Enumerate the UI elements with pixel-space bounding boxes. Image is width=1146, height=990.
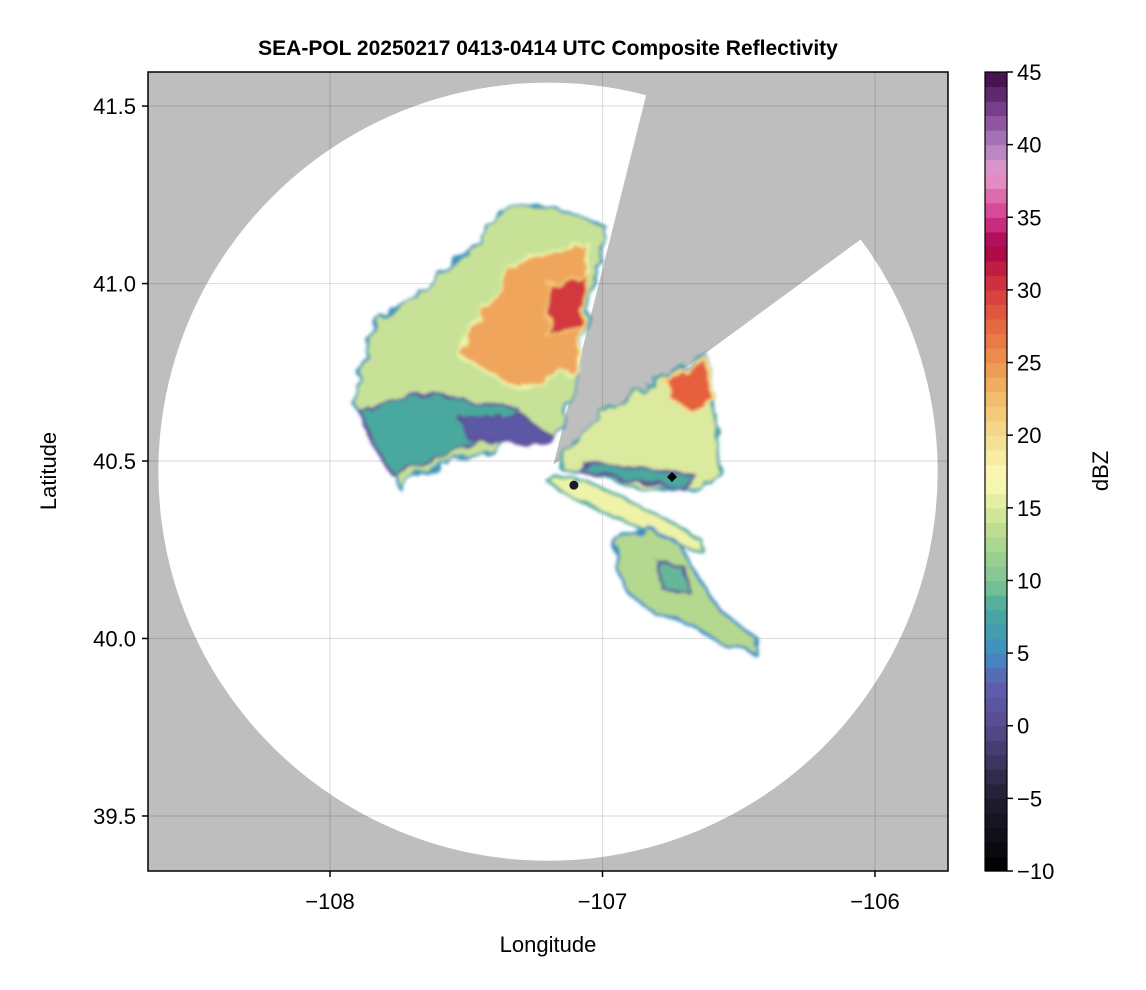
colorbar-band xyxy=(985,536,1007,552)
colorbar-band xyxy=(985,362,1007,378)
x-axis: −108 −107 −106 xyxy=(305,871,900,914)
colorbar-band xyxy=(985,594,1007,611)
colorbar-band xyxy=(985,856,1007,872)
colorbar-band xyxy=(985,130,1007,146)
colorbar-band xyxy=(985,667,1007,683)
echo-region-east-core xyxy=(663,356,716,413)
colorbar-band xyxy=(985,304,1007,320)
colorbar-band xyxy=(985,115,1007,131)
echo-region-south-teal xyxy=(655,558,692,594)
colorbar-band xyxy=(985,464,1007,480)
colorbar-tick-label: 35 xyxy=(1017,205,1041,230)
colorbar-band xyxy=(985,740,1007,756)
colorbar-band xyxy=(985,769,1007,785)
y-tick-label: 39.5 xyxy=(93,804,136,829)
y-axis-label: Latitude xyxy=(36,432,61,510)
colorbar-band xyxy=(985,144,1007,160)
y-tick-label: 41.0 xyxy=(93,272,136,297)
colorbar-band xyxy=(985,783,1007,799)
y-tick-label: 40.5 xyxy=(93,449,136,474)
colorbar-band xyxy=(985,725,1007,741)
colorbar-band xyxy=(985,202,1007,218)
colorbar-band xyxy=(985,624,1007,640)
colorbar-band xyxy=(985,406,1007,422)
colorbar-band xyxy=(985,275,1007,291)
echo-layer xyxy=(353,204,762,655)
colorbar-tick-label: 10 xyxy=(1017,568,1041,593)
colorbar-band xyxy=(985,638,1007,654)
colorbar-label: dBZ xyxy=(1088,451,1113,491)
colorbar-tick-label: 25 xyxy=(1017,351,1041,376)
colorbar: −10 −5 0 5 10 15 20 25 30 35 40 45 xyxy=(984,60,1054,884)
x-axis-label: Longitude xyxy=(500,932,597,957)
colorbar-band xyxy=(985,812,1007,829)
colorbar-band xyxy=(985,565,1007,582)
echo-region-northwest-max xyxy=(546,275,591,339)
colorbar-band xyxy=(985,609,1007,625)
colorbar-band xyxy=(985,86,1007,102)
colorbar-band xyxy=(985,449,1007,465)
colorbar-band xyxy=(985,522,1007,538)
dot-marker xyxy=(569,480,579,490)
colorbar-band xyxy=(985,101,1007,117)
colorbar-band xyxy=(985,507,1007,523)
colorbar-band xyxy=(985,260,1007,276)
colorbar-band xyxy=(985,333,1007,349)
colorbar-band xyxy=(985,841,1007,858)
x-tick-label: −108 xyxy=(305,889,355,914)
colorbar-band xyxy=(985,188,1007,204)
colorbar-tick-label: 45 xyxy=(1017,60,1041,85)
colorbar-band xyxy=(985,580,1007,596)
colorbar-band xyxy=(985,653,1007,669)
colorbar-band xyxy=(985,798,1007,814)
plot-area xyxy=(148,72,948,871)
x-tick-label: −106 xyxy=(850,889,900,914)
colorbar-band xyxy=(985,318,1007,335)
colorbar-band xyxy=(985,246,1007,262)
colorbar-tick-label: 0 xyxy=(1017,714,1029,739)
colorbar-band xyxy=(985,551,1007,567)
x-tick-label: −107 xyxy=(578,889,628,914)
diamond-marker xyxy=(666,472,677,483)
colorbar-frame xyxy=(984,71,1008,872)
marker-layer xyxy=(569,472,677,490)
colorbar-band xyxy=(985,827,1007,843)
colorbar-tick-label: 15 xyxy=(1017,496,1041,521)
colorbar-tick-label: 5 xyxy=(1017,641,1029,666)
blocked-sector xyxy=(553,72,948,465)
colorbar-tick-label: 30 xyxy=(1017,278,1041,303)
echo-group xyxy=(353,204,762,655)
echo-region-northwest-edge xyxy=(459,413,558,445)
colorbar-band xyxy=(985,217,1007,233)
colorbar-band xyxy=(985,420,1007,436)
colorbar-band xyxy=(985,682,1007,698)
colorbar-band xyxy=(985,72,1007,88)
colorbar-band xyxy=(985,159,1007,175)
colorbar-band xyxy=(985,377,1007,393)
colorbar-band xyxy=(985,435,1007,451)
colorbar-band xyxy=(985,231,1007,247)
y-tick-label: 41.5 xyxy=(93,94,136,119)
colorbar-tick-label: 40 xyxy=(1017,133,1041,158)
chart-title: SEA-POL 20250217 0413-0414 UTC Composite… xyxy=(258,37,838,60)
colorbar-tick-label: −5 xyxy=(1017,786,1042,811)
colorbar-band xyxy=(985,696,1007,712)
colorbar-band xyxy=(985,289,1007,306)
plot-frame xyxy=(147,71,949,872)
y-tick-label: 40.0 xyxy=(93,627,136,652)
colorbar-band xyxy=(985,711,1007,727)
echo-region-east-south-teal xyxy=(579,459,697,491)
y-axis: 39.5 40.0 40.5 41.0 41.5 xyxy=(93,94,148,829)
colorbar-band xyxy=(985,493,1007,509)
colorbar-band xyxy=(985,348,1007,364)
colorbar-band xyxy=(985,478,1007,494)
colorbar-tick-label: 20 xyxy=(1017,423,1041,448)
colorbar-band xyxy=(985,754,1007,770)
colorbar-band xyxy=(985,391,1007,407)
colorbar-tick-label: −10 xyxy=(1017,859,1054,884)
colorbar-band xyxy=(985,173,1007,189)
